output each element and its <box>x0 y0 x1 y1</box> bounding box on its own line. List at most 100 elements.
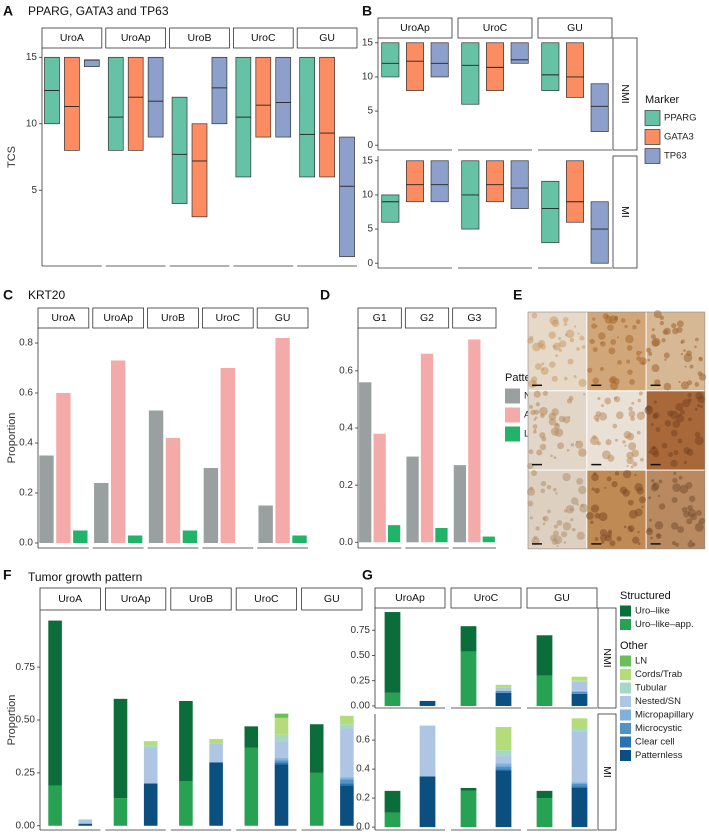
tissue-texture <box>671 322 677 329</box>
legend-title: Structured <box>620 590 671 602</box>
tissue-texture <box>631 449 639 458</box>
tissue-texture <box>680 381 690 390</box>
panel-title: PPARG, GATA3 and TP63 <box>28 4 169 18</box>
facet-strip <box>526 587 598 609</box>
legend-swatch <box>620 669 631 680</box>
stacked-bar-segment <box>48 785 62 826</box>
tissue-texture <box>661 442 668 449</box>
bar <box>292 535 307 543</box>
tissue-texture <box>638 391 643 396</box>
tissue-texture <box>654 521 664 530</box>
bar <box>165 438 181 543</box>
tissue-texture <box>552 344 557 349</box>
tissue-texture <box>562 522 572 531</box>
facet-strip <box>301 587 363 611</box>
panel-letter: C <box>3 287 13 303</box>
panel-title: Tumor growth pattern <box>28 570 142 584</box>
tissue-texture <box>687 398 692 403</box>
tissue-texture <box>653 400 657 404</box>
tissue-texture <box>649 536 653 540</box>
stacked-bar-segment <box>274 760 289 763</box>
bar <box>406 456 419 543</box>
tissue-texture <box>626 457 634 465</box>
tissue-texture <box>636 350 641 356</box>
tissue-texture <box>624 324 628 329</box>
tissue-texture <box>651 328 655 332</box>
stacked-bar-segment <box>143 745 158 748</box>
tissue-texture <box>598 332 606 340</box>
bar <box>482 536 495 543</box>
tissue-texture <box>538 339 546 347</box>
tissue-texture <box>636 356 641 361</box>
box <box>275 56 292 138</box>
tissue-texture <box>531 469 538 476</box>
tissue-texture <box>664 419 672 427</box>
tissue-texture <box>634 482 643 492</box>
facet-label: GU <box>567 22 583 34</box>
tissue-texture <box>671 540 677 546</box>
tissue-texture <box>694 431 701 438</box>
stacked-bar-segment <box>495 769 512 771</box>
tissue-texture <box>532 424 538 429</box>
facet-label: UroA <box>60 32 84 44</box>
box <box>486 160 504 203</box>
stacked-bar-segment <box>419 700 436 706</box>
facet-strip <box>232 27 294 49</box>
tissue-texture <box>554 423 560 430</box>
tissue-texture <box>648 496 652 500</box>
bar <box>94 483 109 543</box>
tissue-texture <box>609 540 616 547</box>
facet-label: G1 <box>373 312 387 324</box>
tissue-texture <box>548 418 557 426</box>
bar <box>387 525 401 543</box>
legend-label: Tubular <box>635 683 667 694</box>
stacked-bar-segment <box>571 783 588 787</box>
y-tick-label: 5 <box>367 224 373 235</box>
tissue-texture <box>671 497 678 504</box>
tissue-texture <box>532 380 537 385</box>
tissue-texture <box>600 404 604 408</box>
y-tick-label: 10 <box>362 72 374 83</box>
tissue-texture <box>551 375 558 382</box>
legend-label: Clear cell <box>635 737 675 748</box>
panel-letter: F <box>3 567 12 583</box>
box <box>255 56 272 138</box>
tissue-texture <box>578 378 587 387</box>
stacked-bar-segment <box>143 741 158 746</box>
tissue-texture <box>556 519 563 526</box>
tissue-texture <box>625 334 634 344</box>
legend-label: Uro–like–app. <box>635 619 694 630</box>
tissue-texture <box>533 428 537 432</box>
tissue-texture <box>556 544 559 548</box>
stacked-bar-segment <box>571 693 588 706</box>
y-tick-label: 0.4 <box>19 438 33 449</box>
box <box>430 160 449 203</box>
tissue-texture <box>698 373 707 381</box>
facet-strip <box>105 587 167 611</box>
tissue-texture <box>680 352 684 356</box>
box <box>147 56 164 138</box>
facet-label: GU <box>275 312 291 324</box>
y-tick-label: 0.6 <box>356 735 370 746</box>
stacked-bar-segment <box>274 741 289 759</box>
tissue-texture <box>625 436 628 439</box>
bar <box>56 393 71 543</box>
stacked-bar-segment <box>113 798 128 826</box>
tissue-texture <box>634 473 637 477</box>
tissue-texture <box>622 440 626 444</box>
y-tick-label: 0.2 <box>356 793 370 804</box>
facet-strip <box>357 307 402 329</box>
y-tick-label: 0.2 <box>19 488 33 499</box>
tissue-texture <box>675 402 684 411</box>
stacked-bar-segment <box>495 684 512 688</box>
facet-label: GU <box>319 32 335 44</box>
tissue-texture <box>614 396 617 400</box>
tissue-texture <box>539 406 548 416</box>
tissue-texture <box>594 487 600 494</box>
box <box>566 42 584 98</box>
tissue-texture <box>624 444 627 447</box>
stacked-bar-segment <box>460 790 477 828</box>
tissue-texture <box>533 409 540 415</box>
tissue-texture <box>531 312 538 319</box>
tissue-texture <box>540 480 547 487</box>
